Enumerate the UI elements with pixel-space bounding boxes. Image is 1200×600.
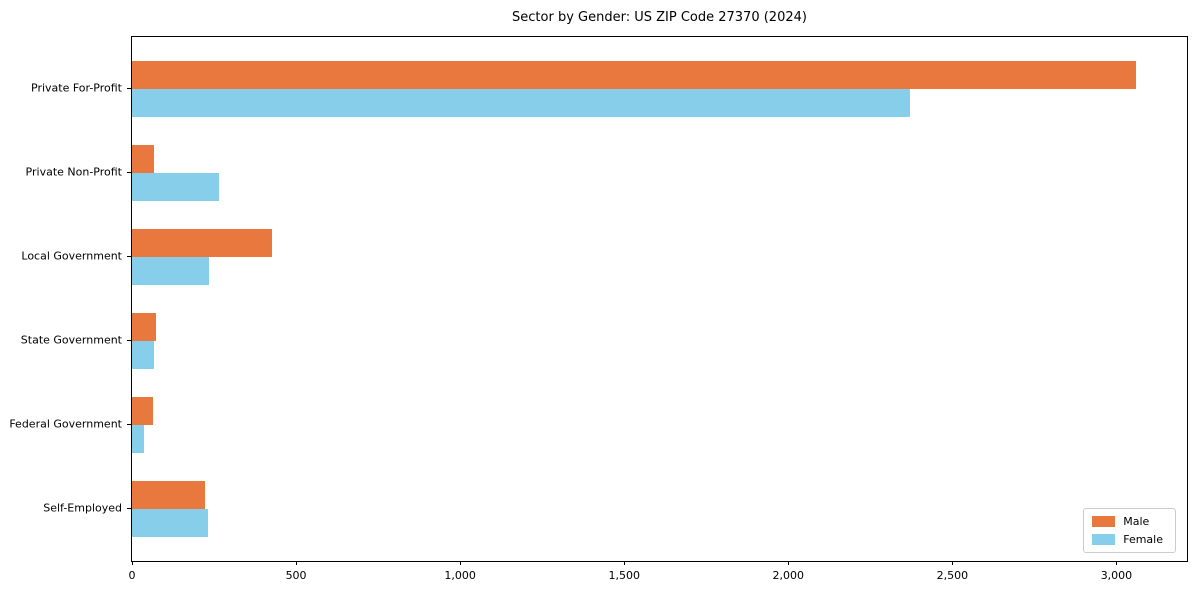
legend-swatch-male <box>1092 516 1116 527</box>
xtick-label-3000: 3,000 <box>1100 569 1133 582</box>
bar-male-private-for-profit <box>132 61 1137 89</box>
xtick-mark-2500 <box>952 561 954 565</box>
ytick-label-self-employed: Self-Employed <box>43 501 122 515</box>
xtick-label-2000: 2,000 <box>772 569 805 582</box>
xtick-mark-1000 <box>460 561 462 565</box>
legend-label-male: Male <box>1123 515 1150 528</box>
bar-female-local-government <box>132 257 209 285</box>
bar-female-federal-government <box>132 425 144 453</box>
chart-title: Sector by Gender: US ZIP Code 27370 (202… <box>512 10 807 25</box>
ytick-label-federal-government: Federal Government <box>9 417 122 431</box>
legend-item-male: Male <box>1092 515 1163 528</box>
xtick-mark-1500 <box>624 561 626 565</box>
ytick-mark-private-for-profit <box>127 88 131 89</box>
ytick-mark-federal-government <box>127 424 131 425</box>
legend: Male Female <box>1083 508 1176 553</box>
bar-female-self-employed <box>132 509 209 537</box>
legend-swatch-female <box>1092 534 1116 545</box>
ytick-label-state-government: State Government <box>20 333 122 347</box>
ytick-mark-self-employed <box>127 508 131 509</box>
legend-label-female: Female <box>1123 533 1163 546</box>
ytick-label-local-government: Local Government <box>21 249 122 263</box>
ytick-label-private-non-profit: Private Non-Profit <box>25 165 122 179</box>
bar-female-state-government <box>132 341 155 369</box>
xtick-label-1000: 1,000 <box>444 569 476 582</box>
ytick-mark-local-government <box>127 256 131 257</box>
bar-male-state-government <box>132 313 157 341</box>
xtick-mark-3000 <box>1116 561 1118 565</box>
legend-item-female: Female <box>1092 533 1163 546</box>
bar-male-private-non-profit <box>132 145 155 173</box>
ytick-label-private-for-profit: Private For-Profit <box>31 81 122 95</box>
xtick-mark-0 <box>132 561 133 565</box>
bar-female-private-non-profit <box>132 173 220 201</box>
bar-male-local-government <box>132 229 272 257</box>
y-axis-labels: Private For-Profit Private Non-Profit Loca… <box>0 36 122 562</box>
bar-male-federal-government <box>132 397 153 425</box>
plot-area: Male Female <box>131 36 1188 562</box>
ytick-mark-state-government <box>127 340 131 341</box>
xtick-label-500: 500 <box>285 569 307 582</box>
xtick-label-2500: 2,500 <box>936 569 969 582</box>
bar-male-self-employed <box>132 481 205 509</box>
xtick-label-0: 0 <box>128 569 136 582</box>
xtick-mark-2000 <box>788 561 790 565</box>
ytick-mark-private-non-profit <box>127 172 131 173</box>
xtick-label-1500: 1,500 <box>608 569 640 582</box>
xtick-mark-500 <box>296 561 298 565</box>
bar-female-private-for-profit <box>132 89 910 117</box>
